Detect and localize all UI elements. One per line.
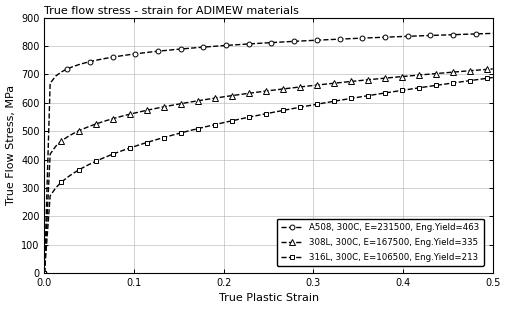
316L, 300C, E=106500, Eng.Yield=213 [239, 116, 245, 120]
308L, 300C, E=167500, Eng.Yield=335 [308, 84, 314, 87]
X-axis label: True Plastic Strain: True Plastic Strain [218, 294, 318, 303]
308L, 300C, E=167500, Eng.Yield=335 [489, 67, 495, 71]
Text: True flow stress - strain for ADIMEW materials: True flow stress - strain for ADIMEW mat… [44, 6, 299, 15]
A508, 300C, E=231500, Eng.Yield=463 [313, 38, 319, 42]
308L, 300C, E=167500, Eng.Yield=335 [330, 81, 336, 85]
A508, 300C, E=231500, Eng.Yield=463 [489, 32, 495, 35]
A508, 300C, E=231500, Eng.Yield=463 [239, 42, 245, 46]
Legend: A508, 300C, E=231500, Eng.Yield=463, 308L, 300C, E=167500, Eng.Yield=335, 316L, : A508, 300C, E=231500, Eng.Yield=463, 308… [276, 218, 483, 266]
316L, 300C, E=106500, Eng.Yield=213 [438, 83, 444, 87]
316L, 300C, E=106500, Eng.Yield=213 [347, 97, 353, 100]
316L, 300C, E=106500, Eng.Yield=213 [489, 76, 495, 79]
Line: A508, 300C, E=231500, Eng.Yield=463: A508, 300C, E=231500, Eng.Yield=463 [42, 31, 494, 275]
A508, 300C, E=231500, Eng.Yield=463 [41, 271, 47, 275]
316L, 300C, E=106500, Eng.Yield=213 [313, 102, 319, 106]
308L, 300C, E=167500, Eng.Yield=335 [347, 80, 353, 83]
308L, 300C, E=167500, Eng.Yield=335 [239, 92, 245, 96]
A508, 300C, E=231500, Eng.Yield=463 [330, 38, 336, 41]
Y-axis label: True Flow Stress, MPa: True Flow Stress, MPa [6, 85, 16, 205]
A508, 300C, E=231500, Eng.Yield=463 [308, 39, 314, 42]
A508, 300C, E=231500, Eng.Yield=463 [438, 33, 444, 37]
316L, 300C, E=106500, Eng.Yield=213 [330, 99, 336, 103]
A508, 300C, E=231500, Eng.Yield=463 [347, 37, 353, 40]
316L, 300C, E=106500, Eng.Yield=213 [308, 104, 314, 107]
Line: 308L, 300C, E=167500, Eng.Yield=335: 308L, 300C, E=167500, Eng.Yield=335 [41, 66, 495, 276]
308L, 300C, E=167500, Eng.Yield=335 [438, 71, 444, 75]
Line: 316L, 300C, E=106500, Eng.Yield=213: 316L, 300C, E=106500, Eng.Yield=213 [42, 75, 494, 275]
316L, 300C, E=106500, Eng.Yield=213 [41, 271, 47, 275]
308L, 300C, E=167500, Eng.Yield=335 [41, 271, 47, 275]
308L, 300C, E=167500, Eng.Yield=335 [313, 83, 319, 87]
